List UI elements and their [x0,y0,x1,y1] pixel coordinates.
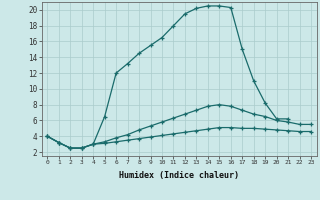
X-axis label: Humidex (Indice chaleur): Humidex (Indice chaleur) [119,171,239,180]
